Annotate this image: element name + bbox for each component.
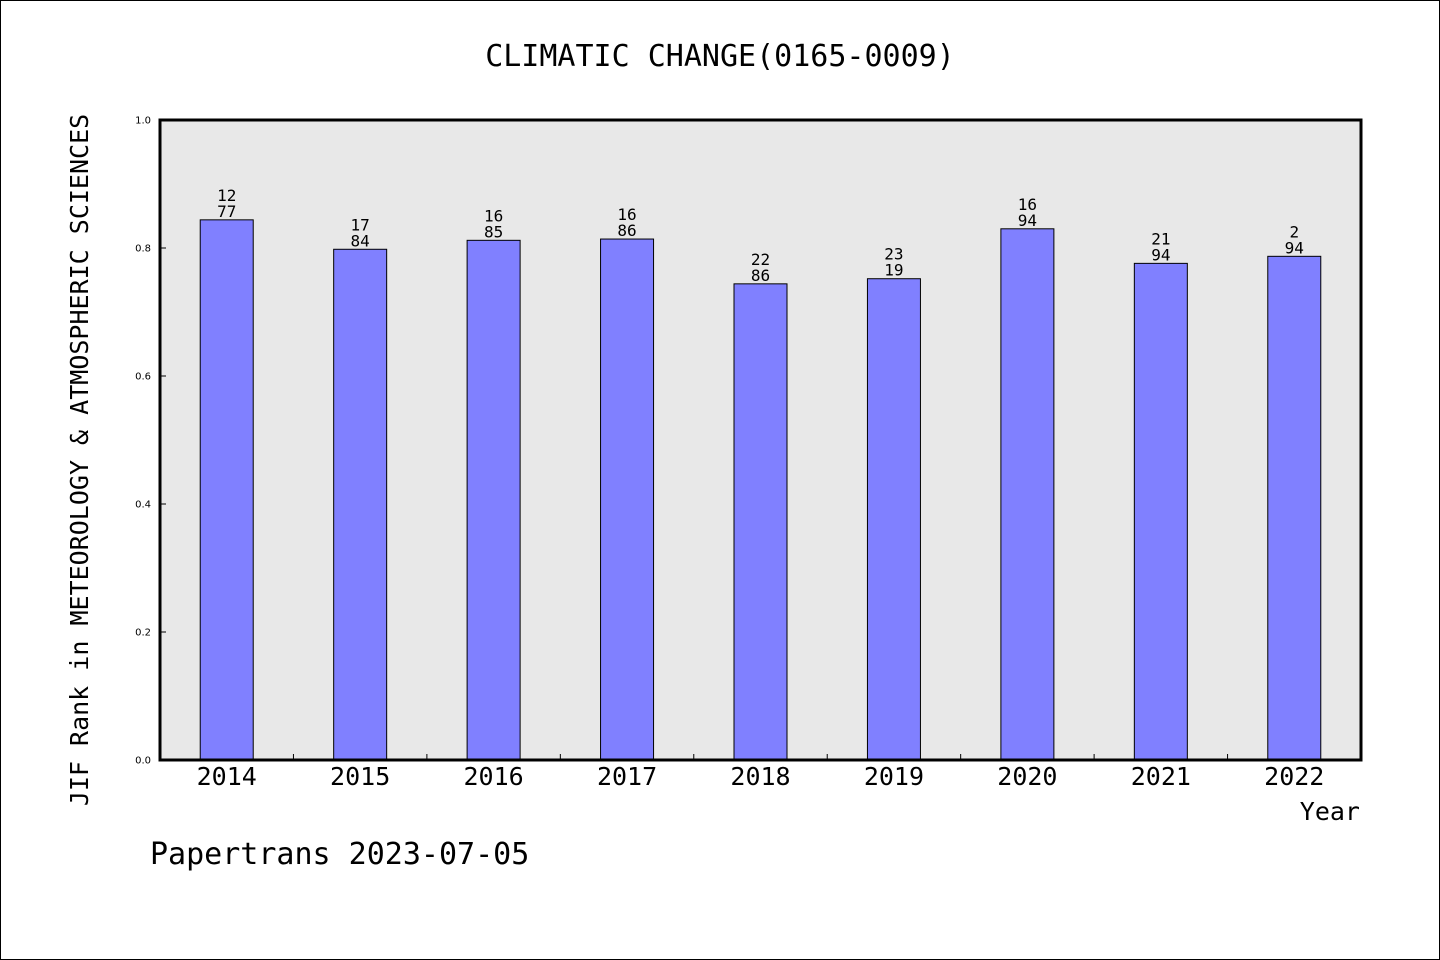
bar-label-total: 94	[1018, 211, 1037, 230]
bar-label-total: 94	[1285, 238, 1304, 257]
bar	[1000, 228, 1055, 761]
y-tick-label: 0.8	[135, 244, 151, 255]
bar-label-rank: 21	[1151, 229, 1170, 248]
bar	[600, 238, 655, 761]
bar-label-rank: 16	[617, 205, 636, 224]
bar-label-rank: 16	[1018, 195, 1037, 214]
y-axis-label: JIF Rank in METEOROLOGY & ATMOSPHERIC SC…	[65, 114, 94, 806]
bar	[199, 219, 254, 761]
x-tick-label: 2022	[1264, 762, 1324, 791]
x-tick-label: 2017	[597, 762, 657, 791]
y-tick-label: 0.2	[135, 628, 151, 639]
bar-label-total: 86	[617, 221, 636, 240]
footer-credit: Papertrans 2023-07-05	[150, 837, 529, 872]
x-tick-label: 2018	[730, 762, 790, 791]
chart-title: CLIMATIC CHANGE(0165-0009)	[485, 39, 955, 74]
bar-label-rank: 12	[217, 186, 236, 205]
plot-border	[158, 118, 1363, 762]
x-tick-label: 2021	[1131, 762, 1191, 791]
x-tick-label: 2016	[464, 762, 524, 791]
bar	[733, 283, 788, 761]
bar-label-rank: 23	[884, 245, 903, 264]
x-tick-label: 2014	[197, 762, 257, 791]
bar	[466, 239, 521, 761]
bar-label-rank: 16	[484, 206, 503, 225]
bar-label-rank: 2	[1289, 222, 1299, 241]
bar-label-total: 84	[351, 231, 370, 250]
bar-label-total: 86	[751, 266, 770, 285]
y-tick-label: 0.4	[135, 500, 151, 511]
bar-label-total: 85	[484, 222, 503, 241]
y-tick-label: 0.0	[135, 756, 151, 767]
x-tick-label: 2019	[864, 762, 924, 791]
bar-label-rank: 22	[751, 250, 770, 269]
bar-label-rank: 17	[351, 215, 370, 234]
bar	[1133, 262, 1188, 761]
x-tick-label: 2015	[330, 762, 390, 791]
bar-label-total: 19	[884, 261, 903, 280]
y-tick-label: 1.0	[135, 116, 151, 127]
x-axis-label: Year	[1300, 797, 1360, 826]
x-axis: 2014 2015 2016 2017 2018 2019 2020 2021 2022	[197, 754, 1324, 791]
y-tick-label: 0.6	[135, 372, 151, 383]
bar	[866, 278, 921, 761]
bar-label-total: 77	[217, 202, 236, 221]
x-tick-label: 2020	[997, 762, 1057, 791]
bar-label-total: 94	[1151, 245, 1170, 264]
y-axis: 0.0 0.2 0.4 0.6 0.8 1.0	[135, 116, 166, 767]
bar	[1267, 255, 1322, 761]
bar	[333, 248, 388, 761]
